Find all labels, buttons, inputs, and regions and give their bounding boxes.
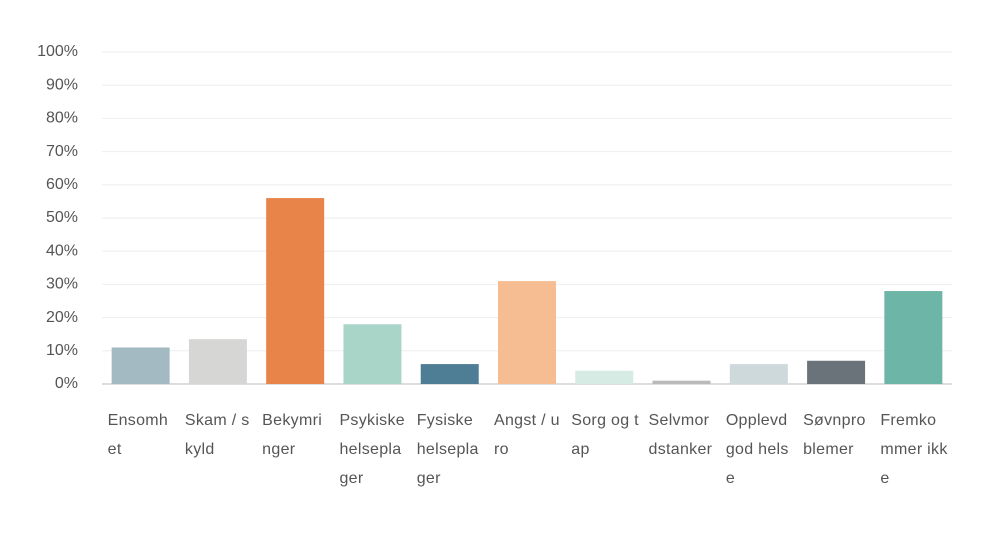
x-tick-label: Bekymringer (262, 412, 323, 458)
x-tick-label: Angst / uro (494, 412, 560, 458)
y-tick-label: 100% (37, 43, 78, 60)
bar (266, 198, 325, 384)
y-tick-label: 90% (46, 76, 78, 93)
y-tick-label: 60% (46, 176, 78, 193)
y-tick-label: 0% (55, 375, 78, 392)
y-tick-label: 40% (46, 242, 78, 259)
y-tick-label: 30% (46, 276, 78, 293)
bar (807, 360, 866, 384)
bar (111, 347, 170, 384)
x-tick-label: Ensomhet (107, 412, 169, 458)
bar (420, 364, 479, 384)
x-tick-label: Søvnproblemer (803, 412, 866, 458)
y-tick-label: 70% (46, 143, 78, 160)
x-tick-label: Psykiske helseplager (339, 412, 405, 487)
bar (498, 281, 556, 384)
x-tick-label: Skam / skyld (184, 412, 250, 458)
bar (575, 370, 634, 384)
bar (884, 291, 943, 384)
x-tick-label: Sorg og tap (571, 412, 639, 458)
y-tick-label: 20% (46, 309, 78, 326)
bar (729, 364, 788, 384)
bar (188, 339, 247, 384)
y-tick-label: 10% (46, 342, 78, 359)
x-tick-label: Fysiske helseplager (416, 412, 479, 487)
bar (343, 324, 402, 384)
y-tick-label: 80% (46, 110, 78, 127)
bar (652, 380, 711, 384)
x-tick-label: Opplevd god helse (725, 412, 789, 487)
y-tick-label: 50% (46, 209, 78, 226)
x-tick-label: Selvmordstanker (648, 412, 713, 458)
x-tick-label: Fremkommer ikke (880, 412, 948, 487)
